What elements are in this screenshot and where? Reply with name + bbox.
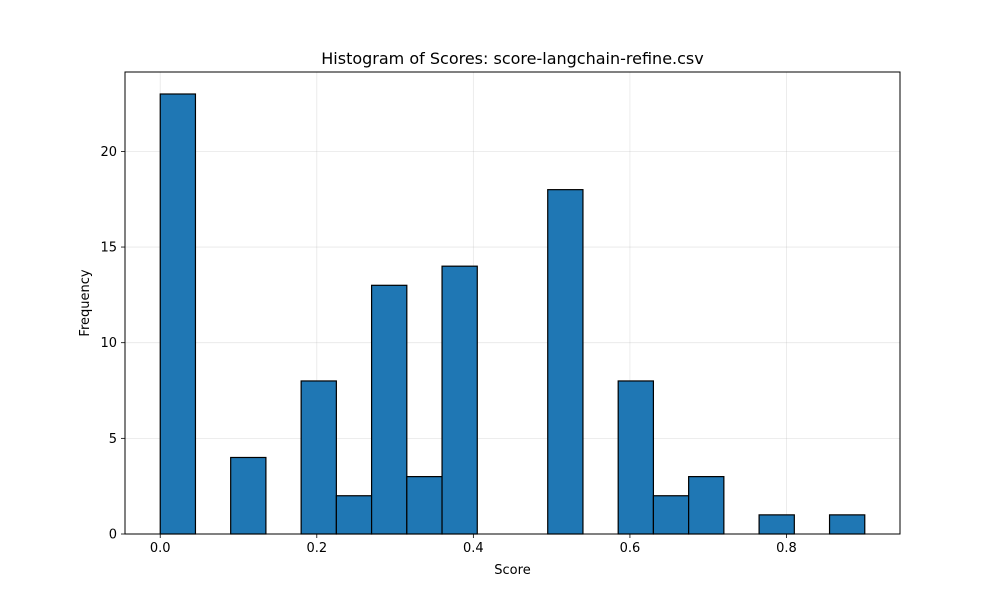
y-tick-label: 20 [100, 145, 117, 160]
y-tick-label: 5 [109, 432, 117, 447]
x-axis-label: Score [494, 563, 530, 578]
histogram-bar [230, 456, 267, 535]
x-tick-label: 0.6 [620, 541, 641, 556]
y-axis-ticks: 0 5 10 15 20 [100, 145, 125, 543]
histogram-bar [370, 284, 408, 535]
histogram-bar [617, 380, 655, 535]
histogram-bar [652, 495, 690, 535]
y-tick-label: 10 [100, 336, 117, 351]
histogram-bar [828, 514, 866, 535]
histogram-bar [159, 93, 197, 535]
histogram-bar [547, 189, 584, 535]
x-tick-label: 0.0 [150, 541, 171, 556]
histogram-bar [441, 265, 478, 535]
histogram-bar [300, 380, 337, 535]
plot-area-frame [124, 71, 901, 535]
histogram-bar [406, 476, 443, 535]
chart-title: Histogram of Scores: score-langchain-ref… [321, 49, 703, 68]
x-tick-label: 0.8 [776, 541, 797, 556]
histogram-bar [758, 514, 795, 535]
y-axis-label: Frequency [78, 269, 93, 336]
y-tick-label: 0 [109, 528, 117, 543]
y-tick-label: 15 [100, 241, 117, 256]
histogram-bar [335, 495, 373, 535]
x-tick-label: 0.2 [306, 541, 327, 556]
histogram-bar [688, 476, 725, 535]
x-tick-label: 0.4 [463, 541, 484, 556]
x-axis-ticks: 0.0 0.2 0.4 0.6 0.8 [150, 534, 797, 556]
